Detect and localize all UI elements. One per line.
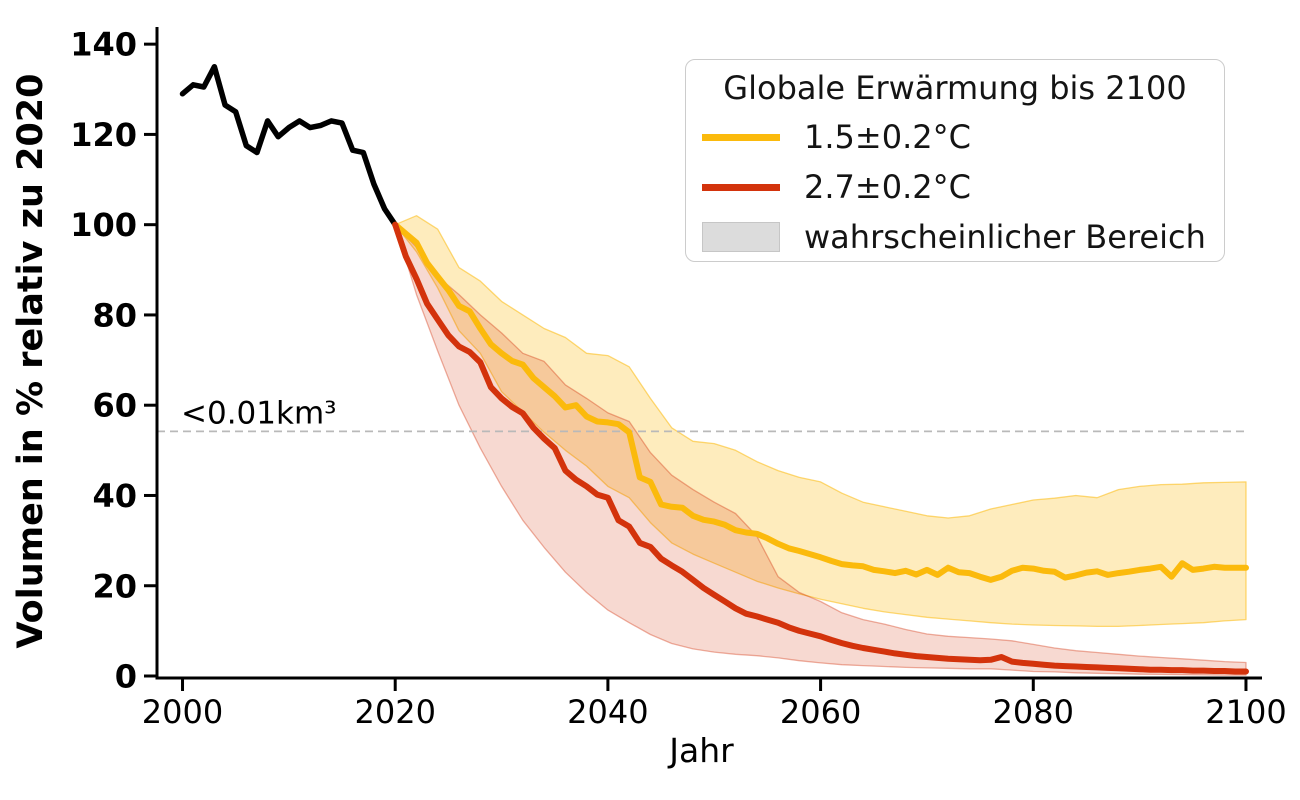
x-tick-label: 2000 (142, 693, 223, 731)
y-axis-label: Volumen in % relativ zu 2020 (11, 73, 51, 648)
series-line-1 (392, 221, 1249, 583)
uncertainty-bands-layer (394, 215, 1247, 676)
legend-swatch-wrap (702, 183, 780, 191)
y-tick-label: 140 (70, 26, 137, 64)
y-tick-label: 60 (92, 387, 137, 425)
y-tick-label: 0 (115, 658, 137, 696)
legend-title: Globale Erwärmung bis 2100 (723, 69, 1187, 107)
legend-patch-swatch-likely-range-icon (702, 222, 780, 252)
x-tick-label: 2020 (354, 693, 435, 731)
legend-label-1-5c: 1.5±0.2°C (804, 118, 971, 156)
x-tick-label: 2060 (780, 693, 861, 731)
legend-swatch-wrap (702, 133, 780, 141)
y-axis-ticks: 0 20 40 60 80 100 120 140 (70, 26, 157, 696)
y-tick-label: 40 (92, 477, 137, 515)
x-tick-label: 2040 (567, 693, 648, 731)
uncertainty-band-0 (394, 215, 1247, 628)
x-tick-label: 2100 (1205, 693, 1286, 731)
legend-entry-likely-range: wahrscheinlicher Bereich (686, 212, 1224, 262)
x-axis-label: Jahr (667, 731, 734, 770)
legend-entry-1-5c: 1.5±0.2°C (686, 112, 1224, 162)
x-tick-label: 2080 (993, 693, 1074, 731)
y-tick-label: 100 (70, 206, 137, 244)
legend-line-swatch-2-7c-icon (702, 183, 780, 191)
y-tick-label: 120 (70, 116, 137, 154)
y-tick-label: 20 (92, 567, 137, 605)
x-axis-ticks: 2000 2020 2040 2060 2080 2100 (142, 678, 1287, 731)
legend-label-2-7c: 2.7±0.2°C (804, 168, 971, 206)
legend-label-likely-range: wahrscheinlicher Bereich (804, 218, 1206, 256)
series-line-0 (179, 63, 398, 228)
series-line-2 (392, 221, 1249, 675)
threshold-annotation: <0.01km³ (181, 395, 337, 431)
legend-line-swatch-1-5c-icon (702, 133, 780, 141)
y-tick-label: 80 (92, 296, 137, 334)
series-lines-layer (179, 63, 1249, 675)
threshold-layer: <0.01km³ (157, 395, 1246, 433)
legend-entry-2-7c: 2.7±0.2°C (686, 162, 1224, 212)
legend: Globale Erwärmung bis 2100 1.5±0.2°C 2.7… (685, 59, 1225, 262)
legend-swatch-wrap (702, 222, 780, 252)
